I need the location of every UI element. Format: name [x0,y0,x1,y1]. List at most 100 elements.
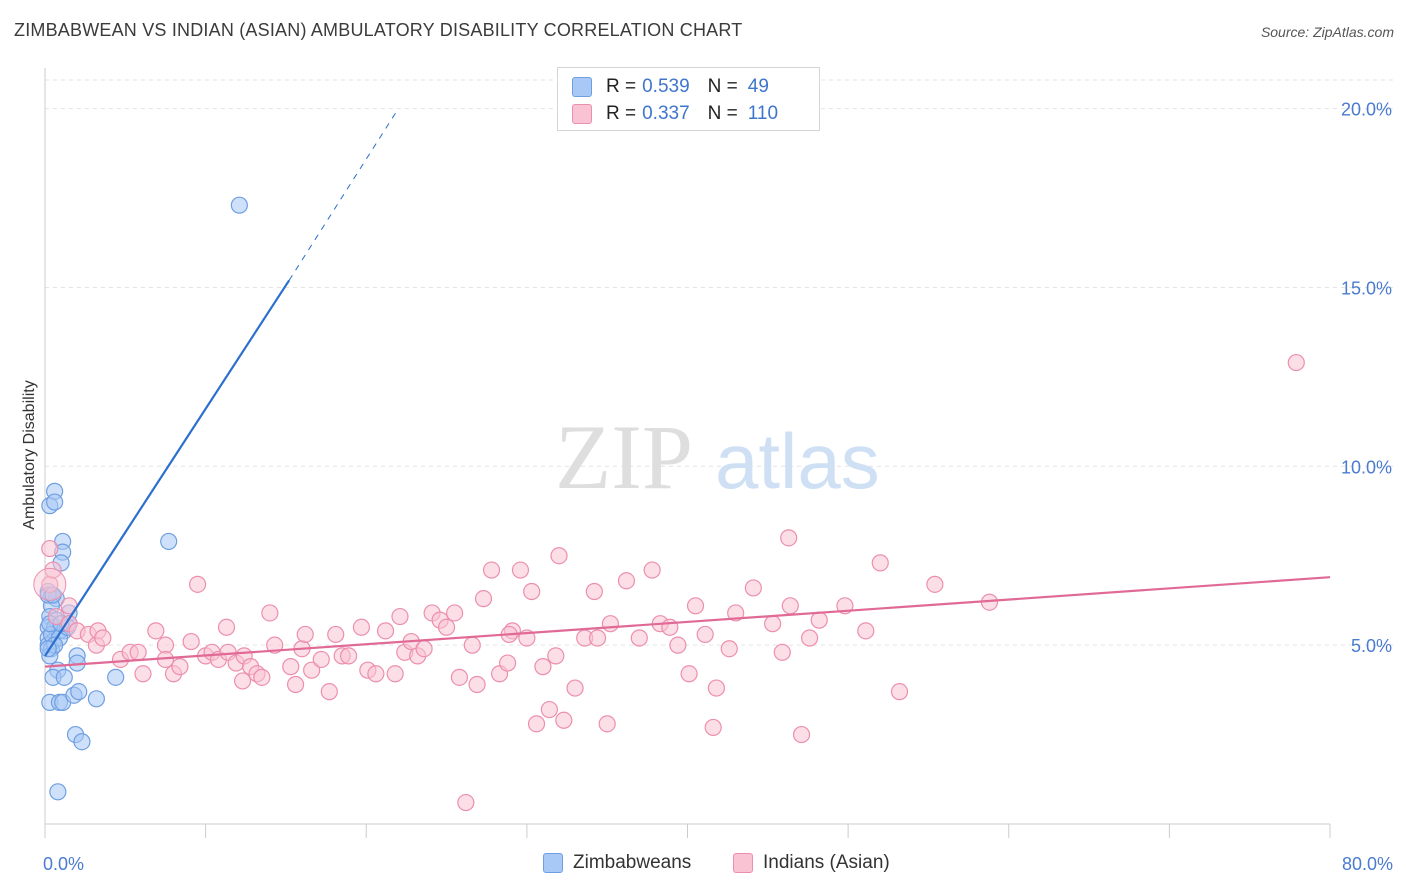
point-indian [630,629,648,647]
chart-title: ZIMBABWEAN VS INDIAN (ASIAN) AMBULATORY … [14,20,743,40]
point-zimbabwean [73,733,91,751]
point-zimbabwean [230,196,248,214]
point-indian [463,636,481,654]
point-indian [450,668,469,686]
point-indian [286,675,305,694]
watermark-atlas: atlas [715,417,880,505]
point-indian [44,561,62,579]
point-indian [499,654,517,672]
point-zimbabwean [87,690,106,708]
trend-line-indians [44,576,1331,668]
point-indian [744,579,762,597]
point-indian [303,661,321,679]
point-indian [266,636,284,654]
point-indian [367,665,385,683]
legend-r-label: R = [606,103,637,124]
point-indian [598,715,616,733]
point-indian [415,640,433,658]
axis-labels: 5.0% 10.0% 15.0% 20.0% 0.0% 80.0% Ambulatory D… [21,100,1393,874]
legend-r-label: R = [606,76,637,97]
point-indian [800,629,819,647]
point-indian [555,711,573,729]
legend-n-label: N = [707,103,738,124]
watermark-zip: ZIP [555,406,693,508]
point-indian [773,643,791,661]
y-tick-label: 20.0% [1341,100,1392,120]
grid [45,79,1395,646]
watermark: ZIP atlas [555,406,880,508]
legend-item-zimbabweans[interactable]: Zimbabweans [543,852,691,874]
point-indian [352,618,371,636]
correlation-legend: R = 0.539 N = 49 R = 0.337 N = 110 [557,67,820,131]
point-indian [764,615,782,633]
point-zimbabwean [55,668,73,686]
point-indian [320,683,338,701]
legend-swatch-blue [543,853,563,873]
point-zimbabwean [107,668,125,686]
x-tick-label: 0.0% [43,854,84,874]
point-indian [781,597,799,615]
axes [44,68,1331,838]
legend-label-indians: Indians (Asian) [763,852,890,873]
point-indian [457,793,475,812]
legend-r-value: 0.539 [642,76,690,97]
point-indian [156,636,175,654]
legend-swatch-pink [572,104,592,124]
point-indian [391,607,409,626]
point-indian [474,590,493,608]
point-indian [233,672,252,690]
point-zimbabwean [49,783,67,801]
point-indian [296,625,314,644]
legend-label-zimbabweans: Zimbabweans [573,852,692,873]
point-indian [527,715,546,733]
point-indian [339,647,358,665]
point-indian [857,622,875,640]
point-zimbabwean [70,683,88,701]
trend-lines [44,108,1331,668]
point-indian [696,625,714,644]
point-indian [312,650,330,669]
point-indian [129,643,147,661]
point-indian [810,611,828,629]
point-indian [386,665,404,683]
point-indian [468,675,486,694]
point-indian [926,575,944,593]
trend-line-zimbabweans [44,279,291,657]
point-indian [94,629,112,647]
point-indian [253,668,271,686]
y-tick-label: 5.0% [1351,636,1392,656]
data-points [33,196,1305,812]
point-indian [523,582,541,601]
point-indian [327,625,345,644]
point-indian [171,658,189,676]
point-indian [550,547,568,565]
series-legend: Zimbabweans Indians (Asian) [0,852,1406,878]
point-indian [376,622,395,640]
point-zimbabwean [160,532,178,551]
point-indian [217,618,236,636]
point-indian [511,561,530,579]
legend-row-indians: R = 0.337 N = 110 [572,102,778,126]
source-label: Source: ZipAtlas.com [1260,24,1394,40]
point-indian [680,665,698,683]
y-axis-label: Ambulatory Disability [21,380,38,529]
point-indian [41,539,59,558]
y-tick-label: 15.0% [1341,278,1392,298]
point-indian [601,615,620,633]
x-tick-label: 80.0% [1342,854,1393,874]
point-indian [890,683,909,701]
point-indian [643,561,661,579]
point-indian [261,604,279,622]
point-indian [182,632,200,651]
point-indian [540,700,558,719]
point-indian [669,636,687,654]
legend-n-value: 110 [747,103,779,124]
point-indian [617,572,636,590]
point-indian [704,718,722,737]
point-indian [534,658,552,676]
point-indian [792,725,811,744]
point-indian [482,561,501,579]
point-indian [134,665,152,683]
legend-item-indians[interactable]: Indians (Asian) [733,852,890,874]
